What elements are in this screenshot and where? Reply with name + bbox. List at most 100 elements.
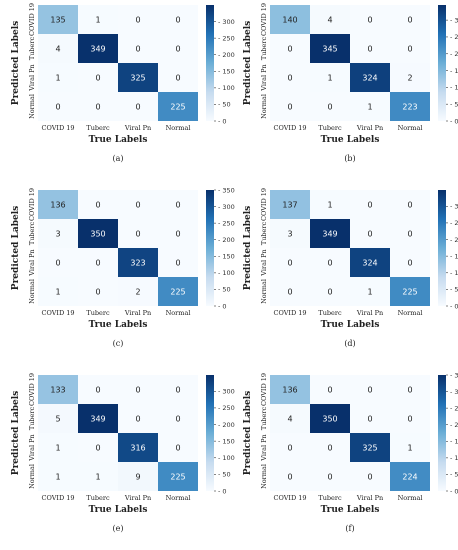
colorbar-tick-label: - 100	[450, 454, 458, 462]
colorbar-tick-label: - 50	[218, 101, 231, 109]
heatmap-cell	[78, 219, 118, 248]
cell-value: 1	[327, 201, 332, 210]
cell-value: 0	[287, 259, 292, 268]
x-tick-label: COVID 19	[274, 124, 307, 132]
y-tick-label: Viral Pn	[28, 64, 36, 91]
heatmap-cell	[310, 277, 350, 306]
cell-value: 3	[287, 230, 292, 239]
heatmap-cell	[78, 375, 118, 404]
cell-value: 136	[50, 201, 65, 210]
y-tick-label: Tuberc	[28, 37, 36, 61]
panel-label: (a)	[112, 154, 123, 163]
cell-value: 0	[407, 386, 412, 395]
heatmap-cell	[38, 190, 78, 219]
heatmap-cell	[158, 248, 198, 277]
colorbar-tick-label: - 350	[218, 186, 235, 194]
cell-value: 0	[367, 386, 372, 395]
cell-value: 0	[407, 259, 412, 268]
cell-value: 136	[282, 386, 297, 395]
cell-value: 0	[95, 288, 100, 297]
colorbar-tick-label: - 200	[450, 236, 458, 244]
colorbar-tick-label: - 50	[450, 471, 458, 479]
x-tick-label: Viral Pn	[356, 124, 383, 132]
cell-value: 0	[287, 45, 292, 54]
x-tick-label: COVID 19	[274, 494, 307, 502]
cell-value: 0	[287, 74, 292, 83]
x-tick-label: Normal	[166, 309, 191, 317]
heatmap-cell	[38, 248, 78, 277]
x-tick-label: COVID 19	[42, 494, 75, 502]
heatmap-cell	[158, 190, 198, 219]
colorbar-tick-label: - 300	[450, 203, 458, 211]
cell-value: 137	[282, 201, 297, 210]
colorbar-tick-label: - 0	[218, 487, 227, 495]
cell-value: 1	[367, 288, 372, 297]
colorbar-tick-label: - 150	[218, 68, 235, 76]
y-tick-label: COVID 19	[260, 3, 268, 36]
heatmap-cell	[350, 219, 390, 248]
cell-value: 0	[95, 74, 100, 83]
cell-value: 0	[135, 415, 140, 424]
cell-value: 223	[402, 103, 417, 112]
heatmap-cell	[78, 462, 118, 491]
y-tick-label: COVID 19	[28, 188, 36, 221]
heatmap-cell	[390, 34, 430, 63]
heatmap-cell	[38, 5, 78, 34]
cell-value: 1	[55, 74, 60, 83]
cell-value: 0	[95, 201, 100, 210]
heatmap-cell	[270, 277, 310, 306]
y-axis-label: Predicted Labels	[11, 206, 21, 290]
cell-value: 9	[135, 473, 140, 482]
heatmap-cell	[350, 433, 390, 462]
cell-value: 225	[170, 288, 185, 297]
heatmap-cell	[78, 5, 118, 34]
cell-value: 1	[55, 288, 60, 297]
x-tick-label: Normal	[398, 124, 423, 132]
cell-value: 349	[322, 230, 337, 239]
cell-value: 324	[362, 74, 377, 83]
cell-value: 1	[55, 444, 60, 453]
heatmap-cell	[350, 404, 390, 433]
cell-value: 225	[170, 473, 185, 482]
colorbar-tick-label: - 150	[450, 252, 458, 260]
panel-label: (b)	[344, 154, 355, 163]
heatmap-cell	[118, 462, 158, 491]
heatmap-cell	[310, 462, 350, 491]
cell-value: 0	[95, 386, 100, 395]
heatmap-cell	[390, 375, 430, 404]
cell-value: 325	[362, 444, 377, 453]
heatmap-cell	[78, 190, 118, 219]
x-tick-label: Tuberc	[318, 309, 342, 317]
cell-value: 0	[367, 45, 372, 54]
heatmap-cell	[78, 248, 118, 277]
heatmap-cell	[310, 433, 350, 462]
colorbar	[206, 375, 214, 491]
heatmap-cell	[350, 248, 390, 277]
cell-value: 133	[50, 386, 65, 395]
colorbar-tick-label: - 300	[450, 16, 458, 24]
cell-value: 2	[407, 74, 412, 83]
cell-value: 0	[287, 444, 292, 453]
heatmap-cell	[118, 190, 158, 219]
heatmap-cell	[38, 462, 78, 491]
heatmap-cell	[118, 404, 158, 433]
panel-label: (f)	[345, 524, 354, 533]
heatmap-cell	[78, 63, 118, 92]
colorbar	[206, 190, 214, 306]
heatmap-cell	[118, 63, 158, 92]
x-tick-label: Normal	[398, 494, 423, 502]
colorbar-tick-label: - 0	[450, 302, 458, 310]
panel-label: (c)	[113, 339, 124, 348]
panel-label: (d)	[344, 339, 355, 348]
x-tick-label: COVID 19	[42, 309, 75, 317]
x-tick-label: Normal	[166, 494, 191, 502]
x-axis-label: True Labels	[321, 505, 380, 515]
x-tick-label: Viral Pn	[124, 124, 151, 132]
colorbar-tick-label: - 0	[450, 487, 458, 495]
cell-value: 0	[367, 16, 372, 25]
cell-value: 4	[55, 45, 60, 54]
panel-label: (e)	[113, 524, 124, 533]
